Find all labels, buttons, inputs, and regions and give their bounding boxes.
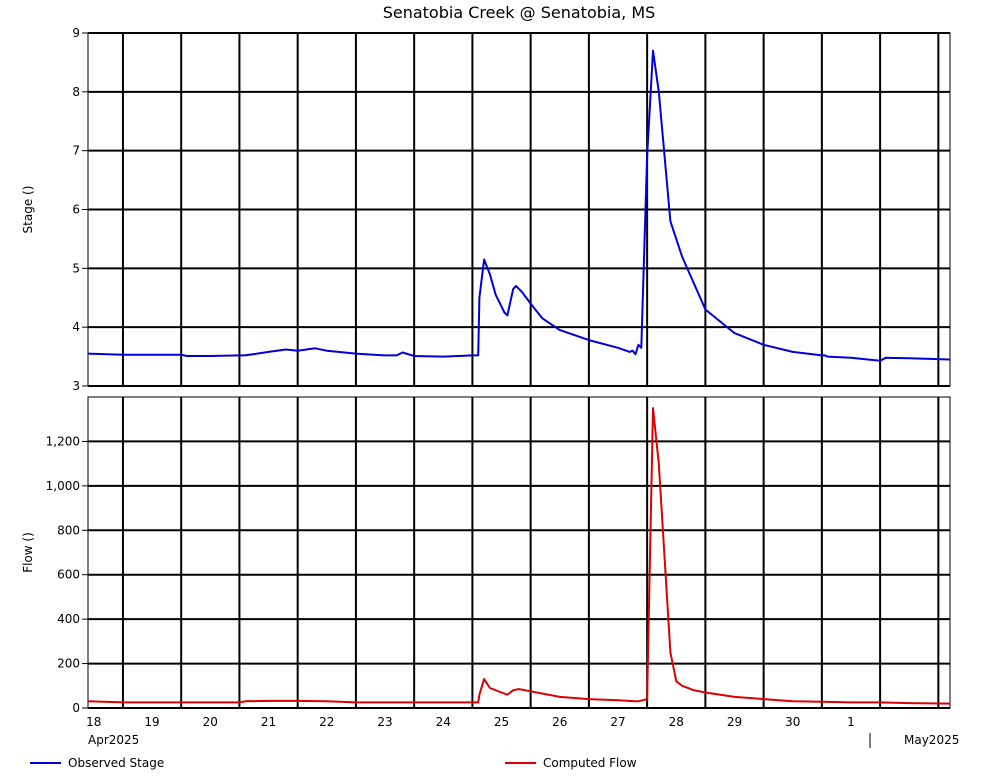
x-tick-label: 26 bbox=[552, 715, 567, 729]
x-tick-label: 27 bbox=[610, 715, 625, 729]
x-axis: 18 19 20 21 22 23 24 25 26 27 28 29 30 1 Apr2025 May202… bbox=[86, 715, 959, 748]
y-tick-label: 7 bbox=[72, 144, 80, 158]
x-tick-label: 30 bbox=[785, 715, 800, 729]
legend: Observed Stage Computed Flow bbox=[30, 756, 637, 770]
x-tick-label: 24 bbox=[436, 715, 451, 729]
y-tick-label: 400 bbox=[57, 612, 80, 626]
panel-2: 0 200 400 600 800 1,000 1,200 Flow () bbox=[21, 396, 951, 715]
x-tick-label: 23 bbox=[377, 715, 392, 729]
legend-label: Observed Stage bbox=[68, 756, 164, 770]
month-label: May2025 bbox=[904, 733, 959, 747]
x-tick-label: 28 bbox=[669, 715, 684, 729]
y-tick-label: 0 bbox=[72, 701, 80, 715]
y-tick-label: 4 bbox=[72, 320, 80, 334]
chart-panels: 3 4 5 6 7 8 9 Stage () 0 200 400 600 800 1,000 1,200 Fl… bbox=[21, 26, 951, 715]
plot-frame bbox=[87, 396, 951, 709]
panel-1: 3 4 5 6 7 8 9 Stage () bbox=[21, 26, 951, 393]
series-line bbox=[87, 49, 951, 362]
y-axis-label: Flow () bbox=[21, 532, 35, 573]
y-tick-label: 9 bbox=[72, 26, 80, 40]
x-tick-label: 20 bbox=[203, 715, 218, 729]
y-axis-label: Stage () bbox=[21, 186, 35, 234]
y-tick-label: 5 bbox=[72, 261, 80, 275]
y-tick-label: 200 bbox=[57, 657, 80, 671]
y-tick-label: 600 bbox=[57, 568, 80, 582]
y-tick-label: 3 bbox=[72, 379, 80, 393]
x-tick-label: 22 bbox=[319, 715, 334, 729]
x-tick-label: 1 bbox=[847, 715, 855, 729]
y-tick-label: 6 bbox=[72, 203, 80, 217]
x-tick-label: 19 bbox=[144, 715, 159, 729]
y-tick-label: 800 bbox=[57, 523, 80, 537]
y-tick-label: 8 bbox=[72, 85, 80, 99]
month-label: Apr2025 bbox=[88, 733, 139, 747]
legend-label: Computed Flow bbox=[543, 756, 637, 770]
x-tick-label: 18 bbox=[86, 715, 101, 729]
x-tick-label: 29 bbox=[727, 715, 742, 729]
x-tick-label: 25 bbox=[494, 715, 509, 729]
y-tick-label: 1,000 bbox=[46, 479, 80, 493]
chart-title: Senatobia Creek @ Senatobia, MS bbox=[383, 3, 656, 22]
y-tick-label: 1,200 bbox=[46, 434, 80, 448]
series-line bbox=[87, 407, 951, 705]
x-tick-label: 21 bbox=[261, 715, 276, 729]
